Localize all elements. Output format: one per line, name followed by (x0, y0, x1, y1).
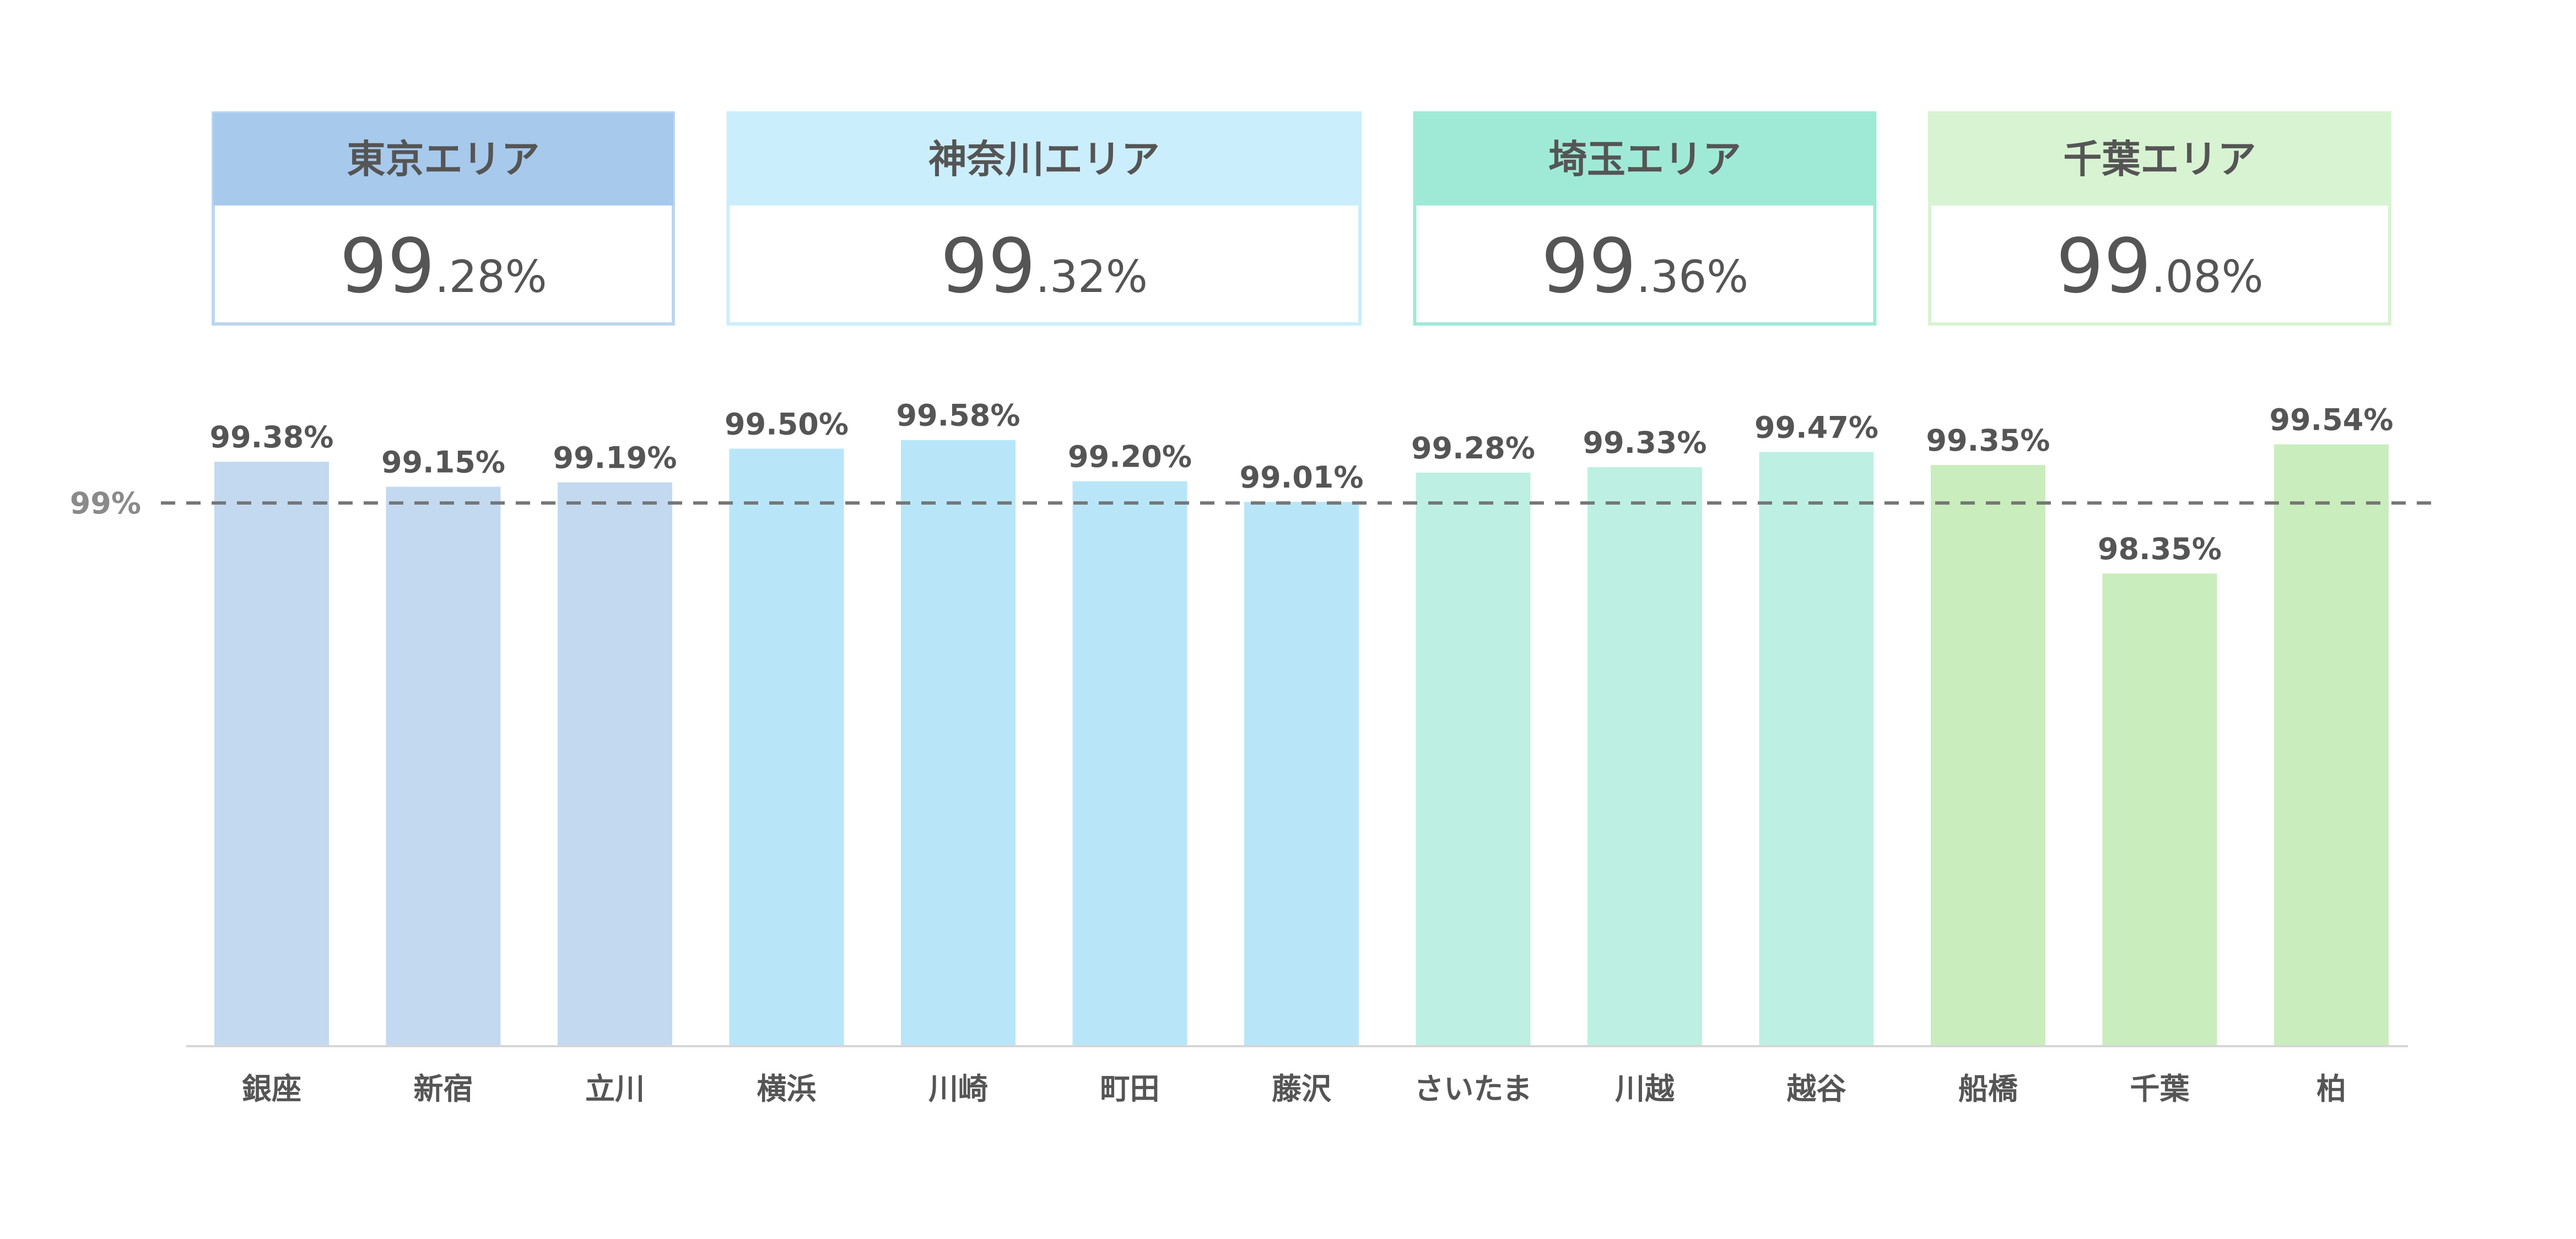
area-box-3: 埼玉エリア 99.36% (1413, 111, 1877, 326)
category-label: 町田 (1100, 1072, 1160, 1106)
bar-2 (386, 486, 501, 1046)
bar-6 (1072, 481, 1187, 1046)
area-title: 東京エリア (347, 137, 540, 182)
reference-line-label: 99% (70, 486, 141, 521)
bar-3 (558, 482, 672, 1046)
area-title: 埼玉エリア (1548, 137, 1741, 182)
area-value-decimal: .36% (1637, 251, 1748, 302)
area-box-2: 神奈川エリア 99.32% (726, 111, 1362, 326)
category-label: 千葉 (2130, 1072, 2190, 1106)
area-box-4: 千葉エリア 99.08% (1928, 111, 2391, 326)
area-value-decimal: .08% (2151, 251, 2263, 302)
area-value-decimal: .32% (1036, 251, 1148, 302)
bar-5 (901, 440, 1016, 1046)
area-box-header (728, 113, 1360, 205)
bar-value-label: 99.01% (1240, 460, 1364, 495)
bar-value-label: 99.38% (210, 420, 334, 455)
bar-9 (1587, 467, 1702, 1046)
category-label: 川越 (1615, 1072, 1675, 1106)
bars (214, 440, 2389, 1046)
bar-4 (729, 448, 844, 1046)
category-label: 船橋 (1958, 1072, 2018, 1106)
category-label: さいたま (1414, 1072, 1532, 1106)
area-value: 99.32% (941, 223, 1148, 310)
bar-value-label: 98.35% (2098, 532, 2222, 566)
bar-value-label: 99.19% (553, 441, 677, 475)
bar-value-label: 99.58% (897, 398, 1020, 433)
area-value: 99.36% (1541, 223, 1748, 310)
bar-12 (2102, 573, 2217, 1046)
category-labels: 銀座 新宿 立川 横浜 川崎 町田 藤沢 さいたま 川越 越谷 船橋 千葉 柏 (242, 1072, 2346, 1106)
bar-13 (2274, 444, 2389, 1046)
category-label: 新宿 (414, 1072, 473, 1106)
category-label: 横浜 (757, 1072, 817, 1106)
bar-value-label: 99.20% (1068, 440, 1192, 474)
area-value: 99.08% (2056, 223, 2263, 310)
bar-value-label: 99.54% (2270, 403, 2394, 437)
bar-1 (214, 462, 329, 1046)
area-box-header (1414, 113, 1875, 205)
category-label: 柏 (2316, 1072, 2346, 1106)
bar-value-label: 99.35% (1926, 423, 2050, 458)
area-value-integer: 99 (339, 223, 435, 310)
area-value-integer: 99 (2056, 223, 2151, 310)
area-title: 神奈川エリア (928, 137, 1160, 182)
area-summary-boxes: 東京エリア99.28%神奈川エリア99.32%埼玉エリア99.36%千葉エリア9… (212, 111, 2391, 326)
area-box-header (213, 113, 673, 205)
bar-value-label: 99.50% (725, 407, 849, 442)
bar-value-label: 99.15% (381, 445, 505, 479)
area-value-integer: 99 (941, 223, 1036, 310)
area-value-integer: 99 (1541, 223, 1637, 310)
area-value: 99.28% (339, 223, 547, 310)
category-label: 川崎 (928, 1072, 988, 1106)
category-label: 銀座 (242, 1072, 301, 1106)
area-box-header (1930, 113, 2390, 205)
bar-value-label: 99.33% (1583, 425, 1707, 460)
bar-value-label: 99.47% (1754, 410, 1878, 445)
area-value-decimal: .28% (435, 251, 547, 302)
bar-value-label: 99.28% (1411, 431, 1535, 466)
bar-11 (1931, 465, 2045, 1046)
bar-value-labels: 99.38% 99.15% 99.19% 99.50% 99.58% 99.20% 99.0… (210, 398, 2394, 566)
bar-10 (1759, 452, 1874, 1046)
category-label: 藤沢 (1272, 1072, 1332, 1106)
bar-7 (1244, 502, 1359, 1046)
category-label: 立川 (585, 1072, 645, 1106)
area-box-1: 東京エリア 99.28% (212, 111, 675, 326)
area-title: 千葉エリア (2064, 137, 2256, 182)
category-label: 越谷 (1787, 1072, 1846, 1106)
bar-8 (1416, 472, 1531, 1046)
